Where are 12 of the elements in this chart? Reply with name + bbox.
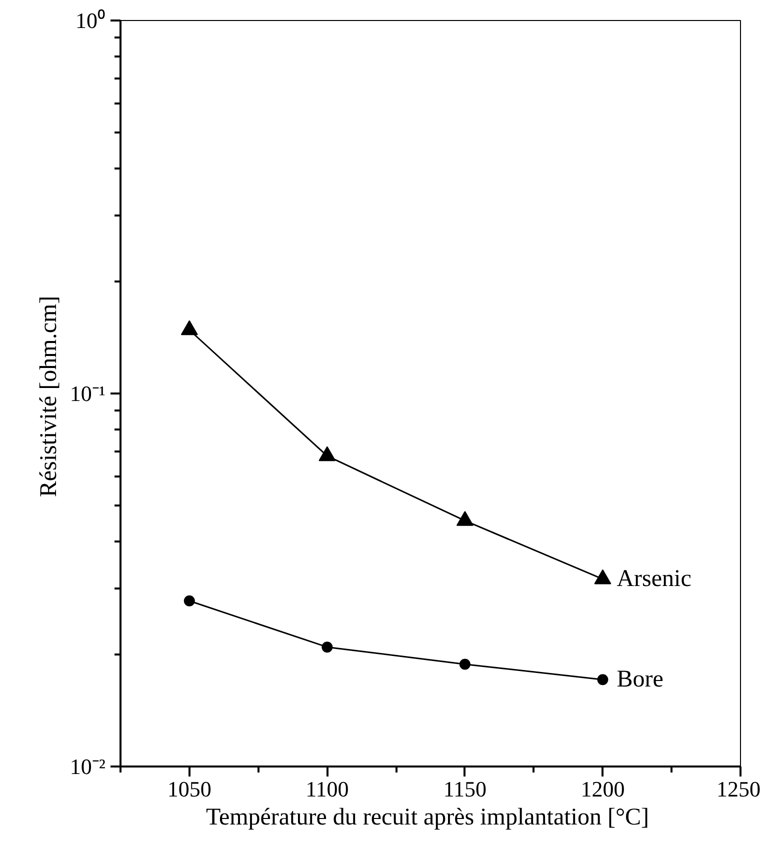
x-tick-label: 1250 (716, 776, 760, 802)
y-tick-label: 10⁻¹ (70, 381, 106, 406)
x-tick-label: 1100 (306, 776, 349, 802)
y-tick-label: 10⁰ (76, 8, 106, 33)
series-label: Arsenic (616, 566, 692, 592)
y-tick-label: 10⁻² (70, 754, 106, 779)
y-axis-title: Résistivité [ohm.cm] (36, 296, 62, 498)
series-label: Bore (616, 666, 664, 693)
x-tick-label: 1050 (167, 776, 212, 802)
x-tick-label: 1200 (580, 776, 625, 802)
x-axis-title: Température du recuit après implantation [°C] (206, 804, 650, 830)
x-tick-label: 1150 (443, 776, 487, 802)
